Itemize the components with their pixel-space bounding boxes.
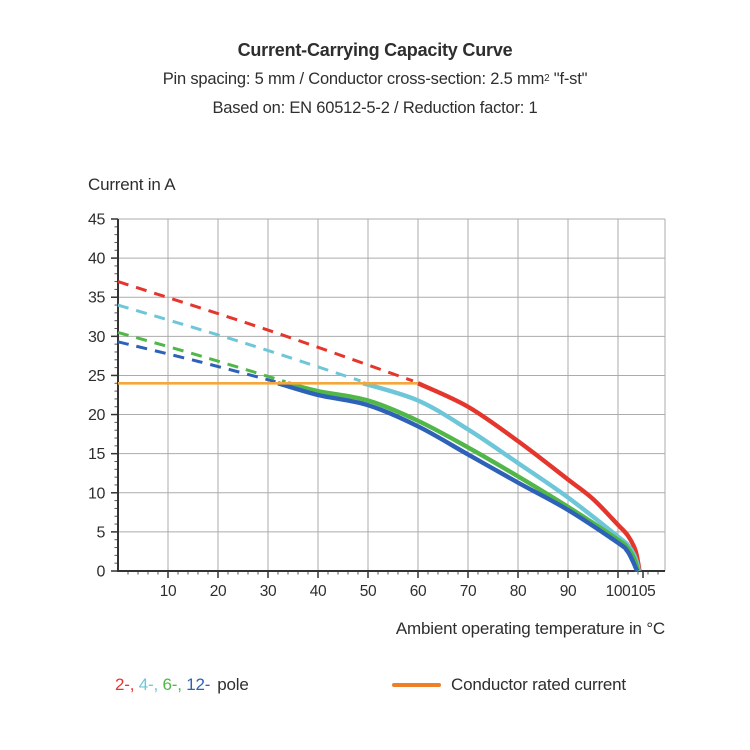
subtitle-standard: Based on: EN 60512-5-2 / Reduction facto… [212,99,538,117]
x-tick-label: 100 [606,583,631,600]
y-tick-label: 20 [88,407,105,424]
legend-entry-2-pole: 2-, [115,675,139,694]
capacity-dashed-2-pole [117,280,414,383]
chart-legend: 2-, 4-, 6-, 12- pole Conductor rated curr… [0,671,750,699]
y-tick-label: 5 [97,524,106,541]
rated-current-label: Conductor rated current [451,675,626,694]
y-tick-label: 45 [88,212,105,229]
x-tick-label: 90 [560,583,577,600]
x-tick-label: 80 [510,583,527,600]
legend-entry-4-pole: 4-, [138,675,163,694]
y-tick-label: 30 [88,329,105,346]
x-tick-label: 70 [460,583,477,600]
y-tick-label: 25 [88,368,105,385]
page-title: Current-Carrying Capacity Curve [237,40,513,60]
header: Current-Carrying Capacity Curve Pin spac… [0,36,750,123]
y-tick-label: 40 [88,251,105,268]
x-tick-label: 105 [631,583,656,600]
x-tick-label: 50 [360,583,377,600]
rated-current-line-swatch [392,683,441,687]
capacity-dashed-6-pole [117,330,286,384]
derated-curve-4-pole [362,381,642,572]
legend-entry-12-pole: 12- [186,675,211,694]
legend-pole-entries: 2-, 4-, 6-, 12- pole [115,671,249,699]
derated-curve-12-pole [277,381,640,572]
x-tick-label: 40 [310,583,327,600]
y-tick-label: 35 [88,290,105,307]
y-axis-title: Current in A [88,175,176,194]
subtitle-spec-text: Pin spacing: 5 mm / Conductor cross-sect… [162,70,545,88]
legend-entry-6-pole: 6-, [162,675,187,694]
x-tick-label: 10 [160,583,177,600]
x-axis-title: Ambient operating temperature in °C [395,619,665,638]
capacity-chart: 10 20 30 40 50 60 70 80 90 100 105 0 5 10 15 20 25 30 35 40… [88,212,666,600]
subtitle-spec: Pin spacing: 5 mm / Conductor cross-sect… [0,65,750,94]
legend-pole-suffix: pole [217,675,249,694]
superscript-2: 2 [544,73,550,84]
capacity-dashed-4-pole [117,303,361,383]
subtitle-spec-tail: "f-st" [549,70,588,88]
legend-rated-current: Conductor rated current [392,671,626,699]
x-tick-label: 30 [260,583,277,600]
y-tick-label: 15 [88,446,105,463]
chart-canvas: 10 20 30 40 50 60 70 80 90 100 105 0 5 10 15 20 25 30 35 40… [88,212,666,600]
y-tick-label: 10 [88,485,105,502]
x-tick-label: 20 [210,583,227,600]
derated-curve-2-pole [417,381,642,572]
x-tick-label: 60 [410,583,427,600]
y-tick-label: 0 [97,564,106,581]
capacity-dashed-12-pole [117,340,276,384]
derated-curve-6-pole [287,381,641,572]
